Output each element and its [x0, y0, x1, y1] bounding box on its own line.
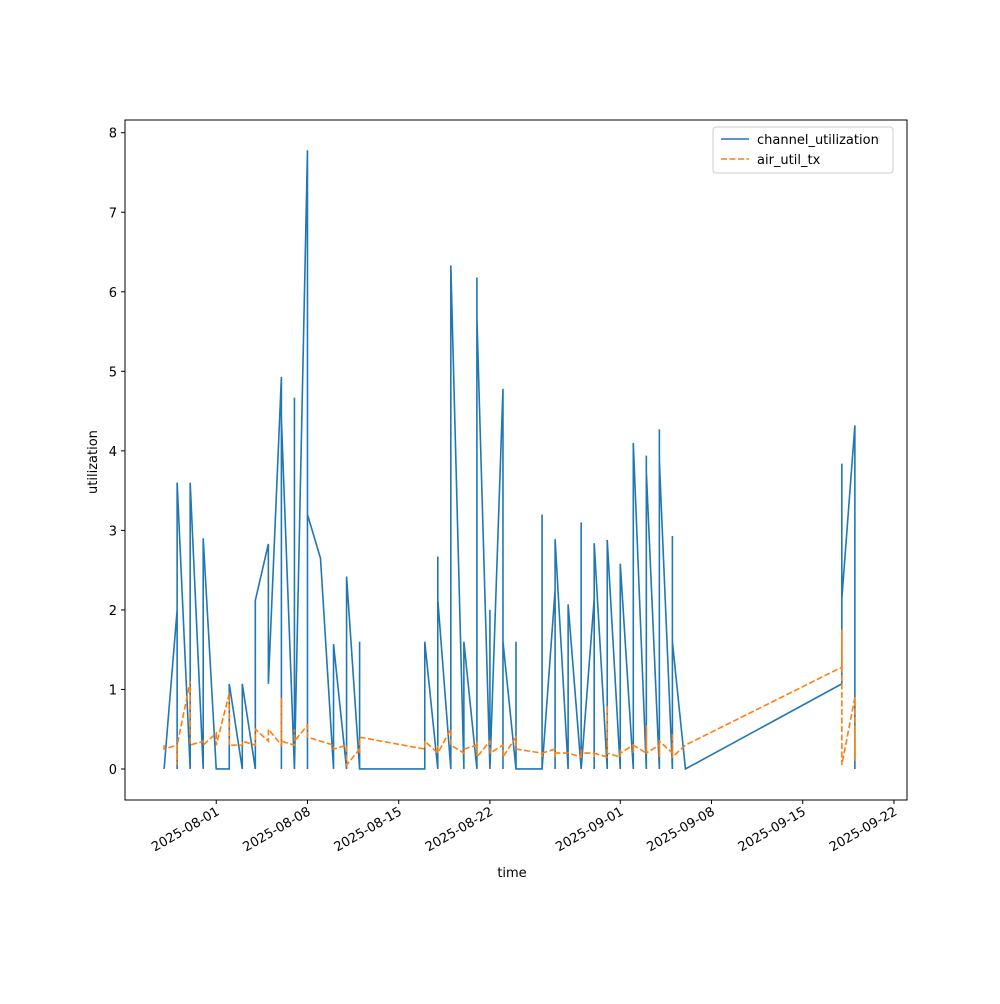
legend-label: air_util_tx	[757, 153, 821, 168]
series-line	[163, 150, 856, 771]
y-axis-label: utilization	[86, 430, 101, 494]
plot-frame	[124, 119, 908, 801]
y-tick-label: 4	[109, 445, 117, 460]
y-tick-label: 7	[109, 206, 117, 221]
y-tick-label: 1	[109, 683, 117, 698]
series-line	[163, 629, 856, 768]
y-tick-label: 6	[109, 286, 117, 301]
y-tick-label: 3	[109, 524, 117, 539]
x-axis-label: time	[497, 866, 526, 881]
y-tick-label: 0	[109, 763, 117, 778]
y-tick-label: 8	[109, 127, 117, 142]
y-tick-label: 5	[109, 365, 117, 380]
legend-label: channel_utilization	[757, 133, 879, 148]
y-tick-label: 2	[109, 604, 117, 619]
legend-box	[712, 126, 894, 174]
